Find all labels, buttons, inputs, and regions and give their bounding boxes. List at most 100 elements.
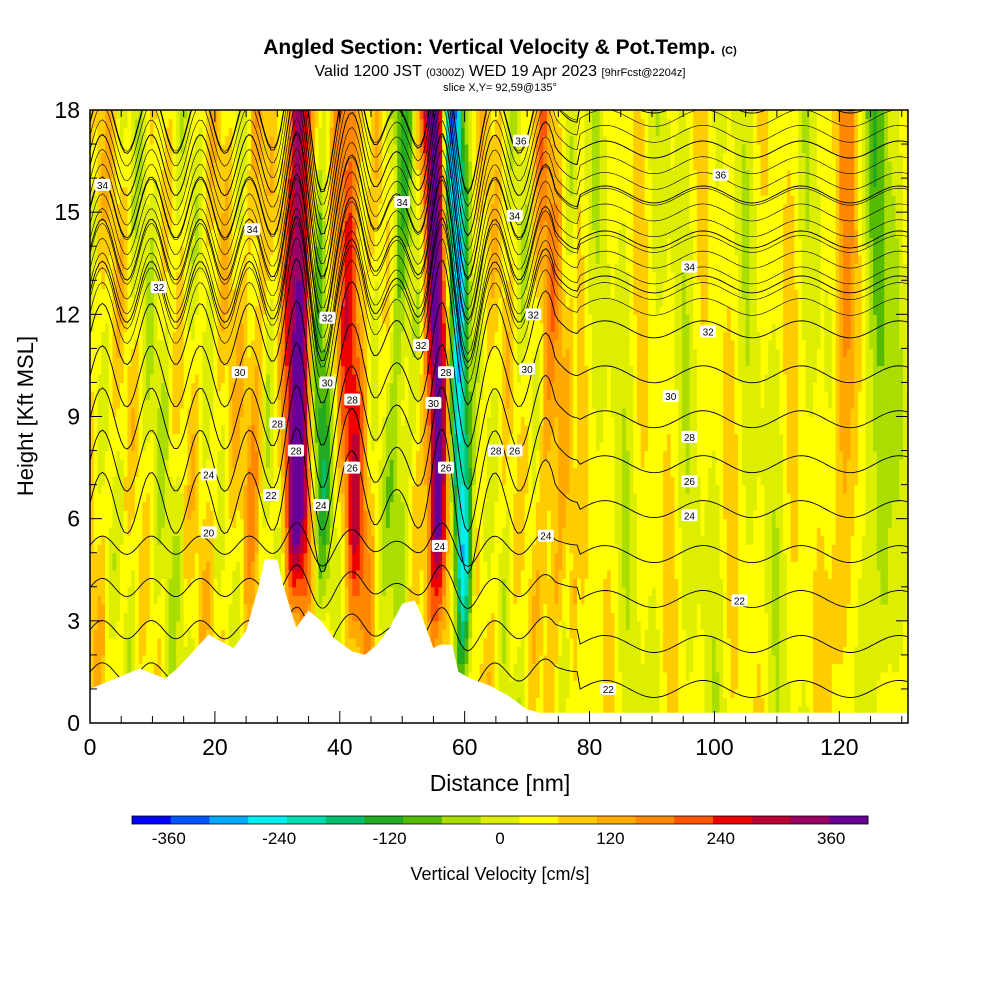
field-cell (168, 280, 174, 290)
field-cell (93, 467, 99, 477)
field-cell (138, 254, 144, 264)
field-cell (97, 348, 102, 358)
field-cell (296, 135, 301, 145)
field-cell (269, 501, 275, 511)
field-cell (90, 663, 95, 673)
field-cell (183, 365, 189, 375)
field-cell (318, 518, 323, 528)
field-cell (277, 237, 282, 247)
field-cell (303, 263, 308, 273)
field-cell (161, 246, 166, 256)
field-cell (217, 127, 222, 137)
field-cell (157, 569, 162, 579)
field-cell (269, 220, 275, 230)
field-cell (266, 331, 271, 341)
field-cell (303, 518, 308, 528)
field-cell (90, 671, 95, 682)
field-cell (104, 161, 110, 171)
field-cell (112, 629, 117, 639)
field-cell (228, 535, 233, 545)
field-cell (273, 161, 278, 171)
field-cell (333, 356, 338, 367)
field-cell (142, 484, 147, 494)
field-cell (176, 305, 181, 315)
field-cell (108, 671, 114, 682)
field-cell (281, 382, 286, 392)
field-cell (307, 459, 312, 469)
field-cell (146, 399, 151, 409)
field-cell (179, 178, 185, 188)
field-cell (149, 178, 155, 188)
field-cell (97, 271, 102, 281)
field-cell (104, 280, 110, 290)
field-cell (149, 586, 155, 596)
field-cell (292, 535, 297, 545)
field-cell (179, 586, 185, 596)
field-cell (183, 493, 189, 503)
field-cell (251, 322, 256, 332)
field-cell (221, 203, 226, 213)
field-cell (266, 178, 271, 188)
field-cell (131, 246, 136, 256)
field-cell (247, 271, 252, 281)
field-cell (239, 382, 245, 392)
field-cell (209, 118, 215, 128)
field-cell (247, 603, 252, 613)
field-cell (284, 476, 290, 486)
field-cell (326, 399, 331, 409)
field-cell (153, 603, 159, 613)
field-cell (93, 612, 99, 622)
field-cell (123, 493, 129, 503)
field-cell (322, 152, 327, 162)
field-cell (232, 535, 237, 545)
field-cell (311, 212, 316, 222)
field-cell (127, 288, 132, 298)
field-cell (131, 535, 136, 545)
field-cell (341, 459, 346, 469)
field-cell (303, 569, 308, 579)
field-cell (284, 322, 290, 332)
field-cell (116, 169, 121, 179)
field-cell (142, 110, 147, 120)
field-cell (123, 586, 129, 596)
field-cell (318, 178, 323, 188)
field-cell (217, 280, 222, 290)
field-cell (326, 118, 331, 128)
field-cell (318, 212, 323, 222)
field-cell (149, 476, 155, 486)
field-cell (146, 416, 151, 426)
field-cell (299, 561, 305, 571)
field-cell (292, 314, 297, 324)
field-cell (168, 510, 174, 520)
field-cell (281, 569, 286, 579)
field-cell (243, 280, 248, 290)
field-cell (314, 433, 320, 443)
field-cell (232, 416, 237, 426)
field-cell (131, 586, 136, 596)
field-cell (273, 510, 278, 520)
field-cell (191, 552, 196, 562)
field-cell (307, 544, 312, 554)
field-cell (239, 373, 245, 384)
field-cell (198, 595, 203, 605)
field-cell (311, 544, 316, 554)
field-cell (337, 595, 342, 605)
field-cell (292, 229, 297, 239)
field-cell (172, 544, 177, 554)
field-cell (194, 373, 200, 384)
field-cell (168, 144, 174, 154)
field-cell (273, 246, 278, 256)
field-cell (194, 280, 200, 290)
field-cell (213, 450, 218, 460)
field-cell (254, 399, 260, 409)
field-cell (251, 288, 256, 298)
field-cell (179, 305, 185, 315)
field-cell (198, 169, 203, 179)
field-cell (146, 305, 151, 315)
field-cell (307, 178, 312, 188)
field-cell (93, 561, 99, 571)
field-cell (247, 416, 252, 426)
field-cell (191, 195, 196, 205)
field-cell (318, 237, 323, 247)
field-cell (168, 654, 174, 664)
